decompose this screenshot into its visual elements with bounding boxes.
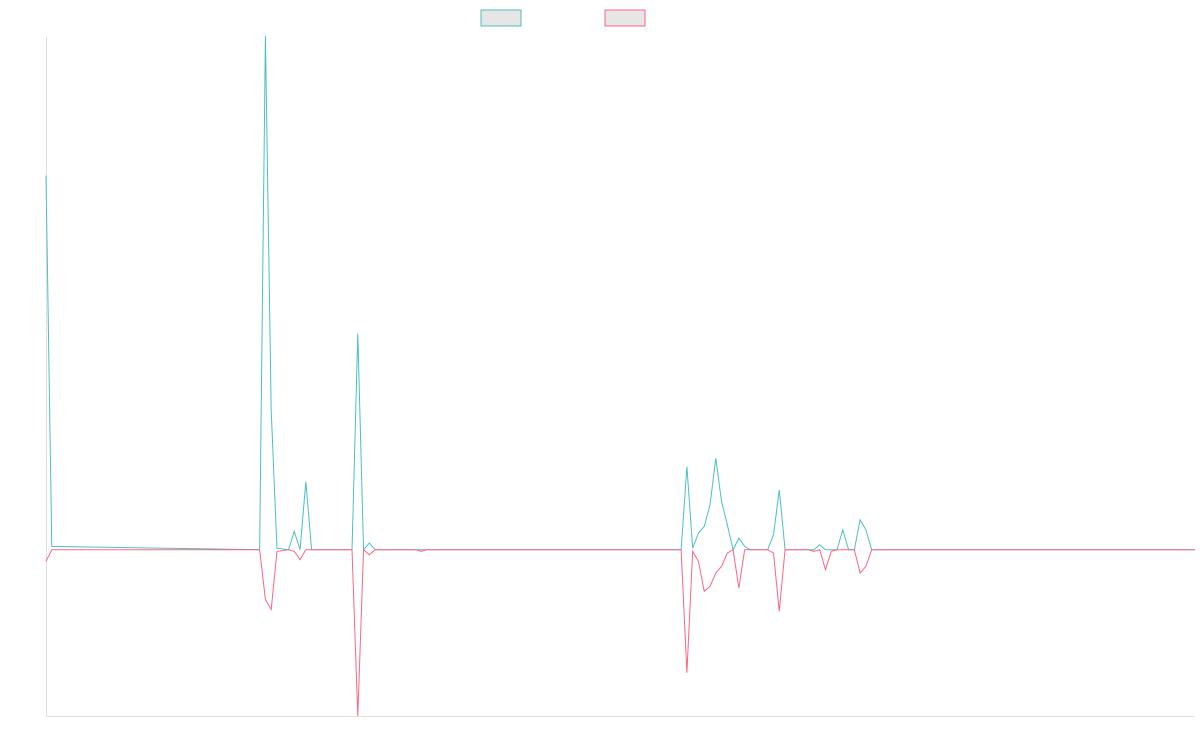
series-line-a <box>45 35 1195 552</box>
legend-swatch-series-b[interactable] <box>604 9 646 27</box>
chart-legend <box>480 9 646 27</box>
series-line-b <box>45 548 1195 717</box>
legend-swatch-series-a[interactable] <box>480 9 522 27</box>
plot-area <box>45 35 1195 717</box>
